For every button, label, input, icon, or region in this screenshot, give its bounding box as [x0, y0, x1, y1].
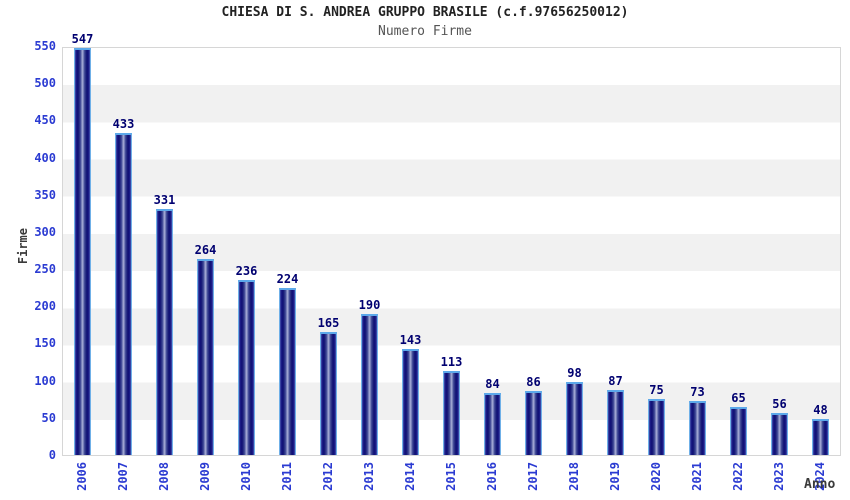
x-tick-label: 2022 — [730, 462, 745, 491]
bar-value-label: 75 — [649, 383, 664, 398]
y-axis-title: Firme — [16, 228, 30, 265]
x-tick-label: 2019 — [607, 462, 622, 491]
y-tick-label: 450 — [34, 113, 56, 128]
bar-2022 — [730, 406, 747, 455]
bar-value-label: 331 — [153, 192, 176, 207]
x-tick-label: 2017 — [525, 462, 540, 491]
x-tick-label: 2012 — [320, 462, 335, 491]
bar-value-label: 547 — [71, 32, 94, 47]
x-tick-label: 2015 — [443, 462, 458, 491]
x-tick-label: 2016 — [484, 462, 499, 491]
y-tick-label: 350 — [34, 187, 56, 202]
y-tick-label: 50 — [41, 410, 56, 425]
bar-2010 — [238, 279, 255, 455]
bar-value-label: 86 — [526, 375, 541, 390]
bar-value-label: 84 — [485, 376, 500, 391]
x-tick-label: 2011 — [279, 462, 294, 491]
bar-value-label: 190 — [358, 297, 381, 312]
x-tick-label: 2006 — [74, 462, 89, 491]
y-tick-label: 150 — [34, 336, 56, 351]
bar-2020 — [648, 399, 665, 455]
x-tick-label: 2021 — [689, 462, 704, 491]
bar-2015 — [443, 370, 460, 455]
bar-2007 — [115, 133, 132, 455]
x-axis-title: Anno — [804, 477, 836, 492]
bar-2006 — [74, 48, 91, 455]
x-tick-label: 2018 — [566, 462, 581, 491]
y-tick-label: 0 — [48, 448, 56, 462]
bar-2008 — [156, 208, 173, 455]
bar-value-label: 87 — [608, 374, 623, 389]
y-tick-label: 300 — [34, 224, 56, 239]
bar-value-label: 433 — [112, 117, 135, 131]
y-tick-label: 100 — [34, 373, 56, 388]
bar-value-label: 264 — [194, 242, 217, 257]
bar-value-label: 73 — [690, 384, 705, 399]
bar-2024 — [812, 419, 829, 455]
x-tick-label: 2013 — [361, 462, 376, 491]
bar-2017 — [525, 391, 542, 455]
bar-2023 — [771, 413, 788, 455]
x-tick-label: 2014 — [402, 462, 417, 491]
x-tick-label: 2009 — [197, 462, 212, 491]
bar-2019 — [607, 390, 624, 455]
bar-2014 — [402, 348, 419, 455]
x-tick-label: 2020 — [648, 462, 663, 491]
x-tick-label: 2023 — [771, 462, 786, 491]
bar-2013 — [361, 313, 378, 455]
bar-2009 — [197, 258, 214, 455]
bar-2011 — [279, 288, 296, 455]
bar-value-label: 113 — [440, 354, 463, 369]
bar-2016 — [484, 392, 501, 455]
bar-2012 — [320, 332, 337, 455]
x-tick-label: 2007 — [115, 462, 130, 491]
bar-value-label: 224 — [276, 272, 299, 287]
bar-2021 — [689, 400, 706, 455]
bar-value-label: 98 — [567, 366, 582, 381]
y-tick-label: 500 — [34, 76, 56, 91]
bar-value-label: 236 — [235, 263, 258, 278]
chart-title: CHIESA DI S. ANDREA GRUPPO BRASILE (c.f.… — [221, 5, 629, 20]
bar-value-label: 165 — [317, 316, 340, 331]
x-tick-label: 2010 — [238, 462, 253, 491]
bar-2018 — [566, 382, 583, 455]
bar-value-label: 56 — [772, 397, 787, 412]
y-tick-label: 550 — [34, 39, 56, 53]
bar-value-label: 143 — [399, 332, 422, 347]
y-tick-label: 400 — [34, 150, 56, 165]
bar-value-label: 48 — [813, 403, 828, 418]
y-tick-label: 250 — [34, 262, 56, 277]
chart-subtitle: Numero Firme — [378, 24, 472, 39]
y-tick-label: 200 — [34, 299, 56, 314]
bar-value-label: 65 — [731, 390, 746, 405]
x-tick-label: 2008 — [156, 462, 171, 491]
